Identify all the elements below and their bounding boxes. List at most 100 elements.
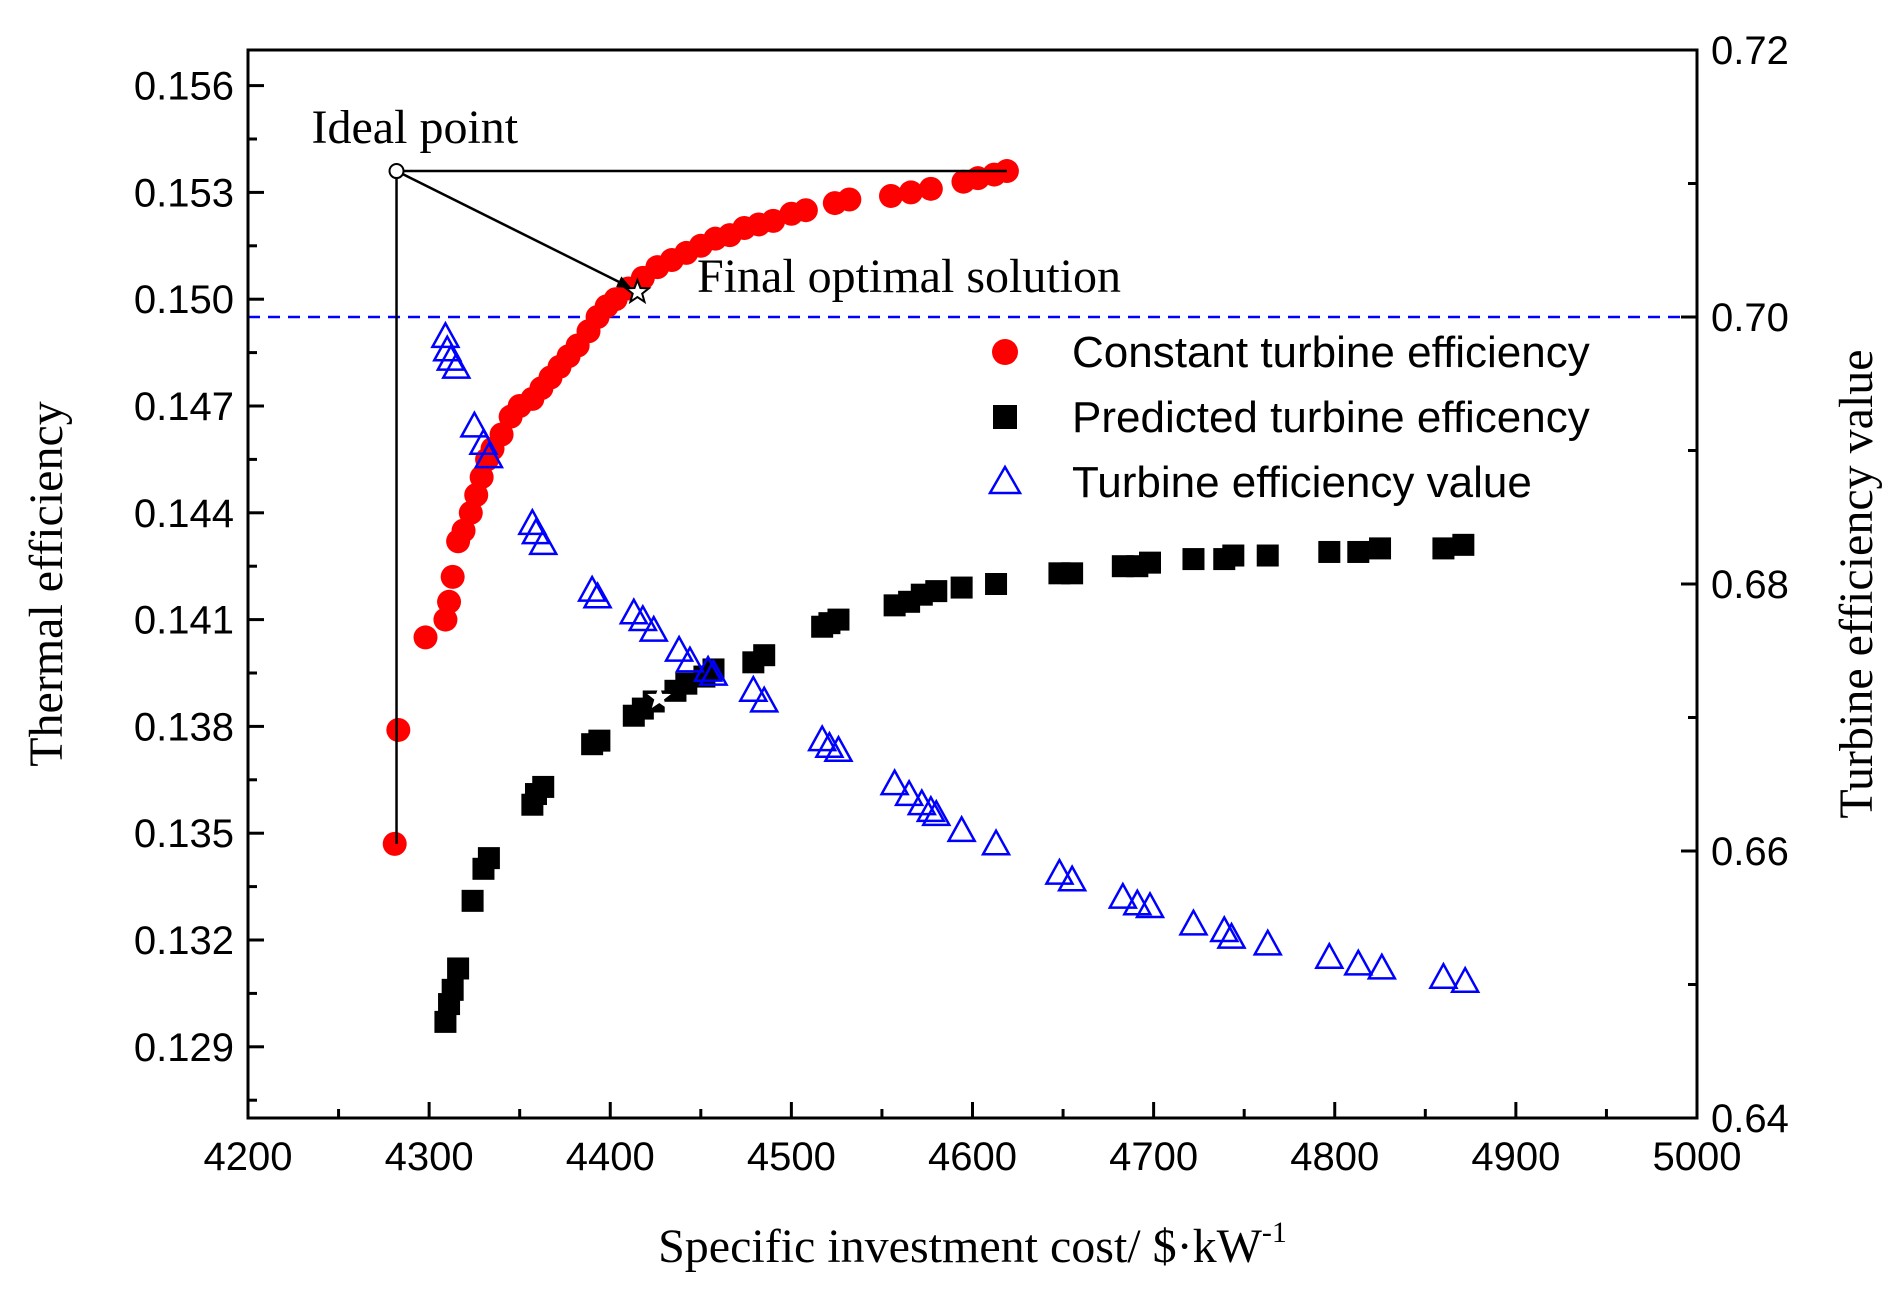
data-point-circle — [761, 208, 786, 233]
y-right-axis-title: Turbine efficiency value — [1830, 349, 1883, 818]
data-point-square — [532, 775, 555, 798]
data-point-triangle — [1107, 881, 1138, 909]
data-point-triangle — [618, 597, 649, 625]
x-tick-label: 4300 — [385, 1135, 474, 1179]
data-point-square — [461, 889, 484, 912]
data-point-triangle — [517, 507, 548, 536]
data-point-circle — [918, 176, 943, 201]
y-left-tick-label: 0.132 — [134, 919, 234, 963]
data-point-triangle — [915, 794, 946, 823]
data-point-triangle — [432, 334, 463, 362]
y-right-tick-label: 0.66 — [1711, 830, 1789, 874]
y-right-tick-label: 0.72 — [1711, 29, 1789, 73]
x-tick-label: 4600 — [928, 1135, 1017, 1179]
x-tick-label: 4700 — [1109, 1135, 1198, 1179]
data-point-square — [827, 608, 850, 631]
data-point-triangle — [638, 614, 669, 642]
axis-layer: 4200 4300 4400 4500 4600 4700 4800 4900 5000 0.12… — [134, 29, 1789, 1179]
data-point-triangle — [674, 645, 706, 673]
data-point-square — [1182, 548, 1205, 571]
y-left-tick-label: 0.150 — [134, 278, 234, 322]
data-point-triangle — [627, 603, 658, 632]
data-point-square — [1347, 540, 1370, 563]
data-point-circle — [878, 183, 903, 208]
series-1 — [382, 159, 1019, 856]
data-point-circle — [898, 180, 923, 205]
y-right-tick-label: 0.68 — [1711, 563, 1789, 607]
data-point-triangle — [1428, 961, 1459, 989]
series-3 — [430, 320, 1481, 993]
ideal-point-label: Ideal point — [312, 101, 519, 154]
data-point-triangle — [980, 828, 1012, 856]
data-point-triangle — [823, 734, 854, 763]
data-point-square — [950, 576, 973, 599]
data-point-triangle — [577, 574, 608, 602]
data-point-square — [985, 573, 1008, 595]
x-tick-label: 4200 — [204, 1135, 293, 1179]
data-point-square — [753, 644, 776, 667]
series-2 — [434, 533, 1475, 1033]
data-point-square — [588, 729, 611, 752]
data-point-circle — [489, 422, 514, 447]
data-point-triangle — [1343, 948, 1374, 976]
data-point-triangle — [1450, 965, 1481, 993]
final-optimal-solution-label: Final optimal solution — [697, 250, 1121, 303]
y-right-tick-label: 0.64 — [1711, 1097, 1789, 1141]
data-point-triangle — [441, 351, 472, 379]
data-point-triangle — [698, 658, 729, 686]
data-point-triangle — [879, 768, 910, 796]
y-left-tick-label: 0.135 — [134, 812, 234, 856]
y-left-tick-label: 0.141 — [134, 599, 234, 643]
data-point-triangle — [430, 320, 461, 349]
annotation-markers: Ideal point Final optimal solution — [312, 101, 1121, 709]
data-point-triangle — [921, 798, 952, 827]
data-point-triangle — [1252, 928, 1283, 956]
data-point-triangle — [459, 410, 490, 438]
data-point-triangle — [1366, 952, 1397, 980]
y-left-tick-label: 0.156 — [134, 65, 234, 109]
legend: Constant turbine efficiency Predicted tur… — [987, 328, 1590, 507]
series-layer — [382, 159, 1481, 1033]
y-right-tick-label: 0.70 — [1711, 296, 1789, 340]
data-point-square — [675, 672, 698, 695]
data-point-triangle — [582, 581, 613, 609]
data-point-square — [1139, 551, 1162, 574]
data-point-triangle — [814, 730, 845, 759]
data-point-triangle — [692, 654, 724, 682]
data-point-square — [1256, 544, 1279, 567]
data-point-triangle — [663, 634, 695, 662]
y-left-tick-label: 0.129 — [134, 1026, 234, 1070]
data-point-triangle — [1314, 941, 1345, 969]
annotation-layer — [395, 169, 1007, 844]
data-point-square — [1061, 562, 1084, 585]
data-point-triangle — [1134, 890, 1166, 919]
data-point-triangle — [1209, 914, 1240, 943]
ideal-to-optimal-arrow — [395, 169, 632, 289]
data-point-triangle — [1216, 921, 1247, 949]
data-point-circle — [440, 564, 465, 589]
data-point-square — [1222, 544, 1245, 567]
data-point-circle — [437, 589, 462, 614]
data-point-triangle — [1057, 864, 1088, 892]
data-point-circle — [382, 831, 407, 856]
y-left-tick-label: 0.144 — [134, 492, 234, 536]
data-point-circle — [386, 717, 411, 742]
data-point-triangle — [473, 440, 505, 469]
x-tick-label: 5000 — [1653, 1135, 1742, 1179]
data-point-square — [1432, 537, 1455, 560]
data-point-triangle — [528, 527, 559, 556]
data-point-triangle — [1178, 908, 1209, 936]
y-left-tick-label: 0.147 — [134, 385, 234, 429]
y-left-tick-label: 0.138 — [134, 705, 234, 749]
data-point-triangle — [738, 674, 769, 702]
data-point-circle — [793, 198, 818, 223]
data-point-square — [1369, 537, 1392, 560]
data-point-square — [1452, 533, 1475, 556]
predicted-optimal-star — [647, 685, 672, 709]
legend-marker-triangle — [987, 464, 1023, 495]
legend-marker-circle — [992, 339, 1018, 365]
data-point-triangle — [893, 778, 925, 807]
legend-label: Turbine efficiency value — [1072, 458, 1532, 507]
x-tick-label: 4500 — [747, 1135, 836, 1179]
